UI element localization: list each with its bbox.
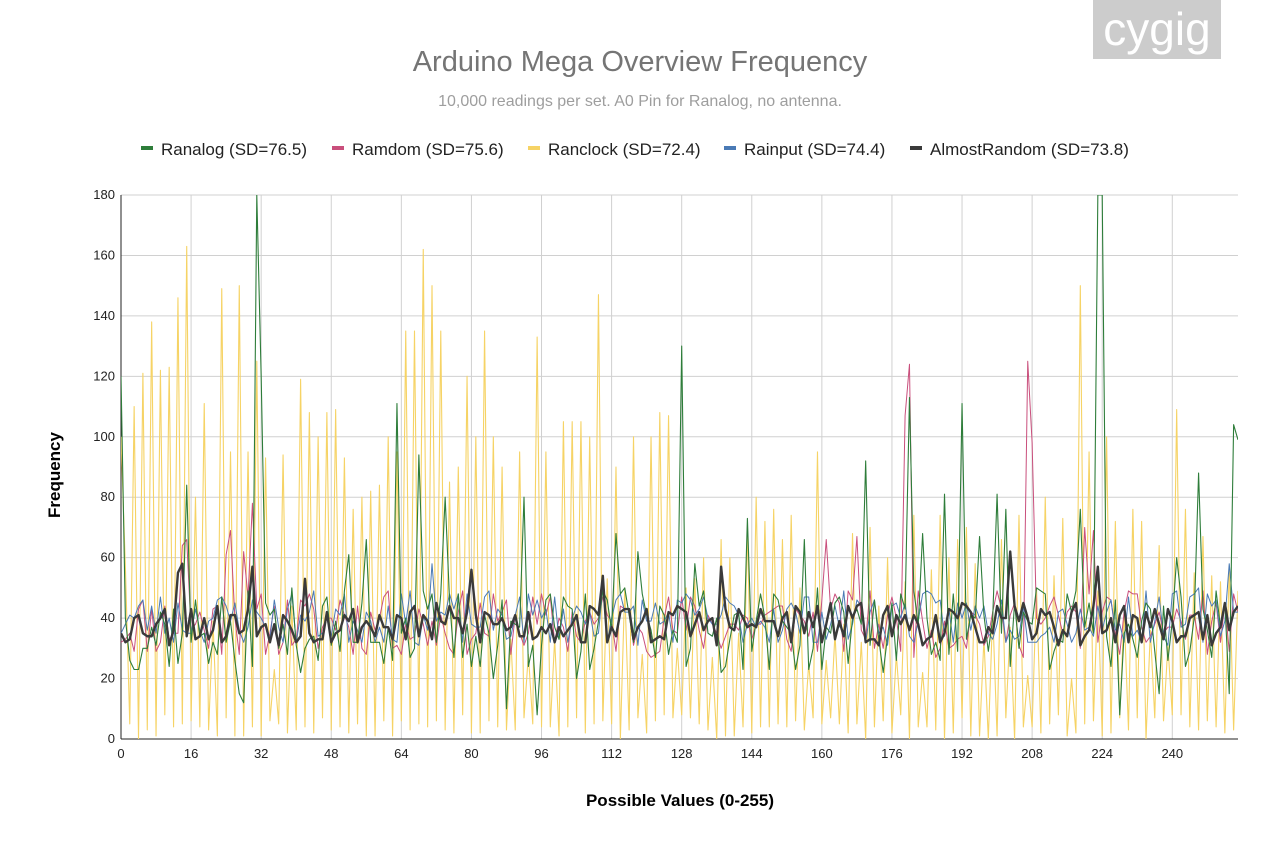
chart-subtitle: 10,000 readings per set. A0 Pin for Rana…: [438, 93, 842, 110]
x-tick-label: 128: [671, 746, 693, 761]
x-tick-label: 64: [394, 746, 408, 761]
x-tick-label: 112: [601, 746, 622, 761]
y-tick-label: 180: [93, 187, 115, 202]
y-tick-label: 100: [93, 429, 115, 444]
x-tick-label: 160: [811, 746, 833, 761]
x-tick-label: 96: [534, 746, 548, 761]
x-tick-label: 16: [184, 746, 198, 761]
x-tick-label: 240: [1161, 746, 1183, 761]
series-line: [121, 245, 1238, 739]
legend-swatch: [141, 146, 153, 150]
y-tick-label: 60: [101, 550, 115, 565]
y-tick-label: 140: [93, 308, 115, 323]
legend-swatch: [910, 146, 922, 150]
x-tick-label: 176: [881, 746, 903, 761]
x-tick-label: 144: [741, 746, 763, 761]
watermark-logo: [1093, 0, 1221, 59]
legend: Ranalog (SD=76.5) Ramdom (SD=75.6) Rancloc…: [141, 140, 1129, 159]
chart-title: Arduino Mega Overview Frequency: [413, 46, 868, 78]
legend-label: AlmostRandom (SD=73.8): [930, 140, 1129, 159]
legend-swatch: [332, 146, 344, 150]
x-tick-label: 224: [1091, 746, 1113, 761]
y-tick-label: 20: [101, 671, 115, 686]
x-tick-label: 32: [254, 746, 268, 761]
legend-swatch: [528, 146, 540, 150]
y-tick-label: 0: [108, 731, 115, 746]
x-tick-label: 80: [464, 746, 478, 761]
legend-swatch: [724, 146, 736, 150]
x-tick-label: 192: [951, 746, 973, 761]
x-axis-title: Possible Values (0-255): [586, 791, 774, 810]
legend-label: Ramdom (SD=75.6): [352, 140, 504, 159]
plot-area: [121, 195, 1238, 739]
y-tick-label: 40: [101, 610, 115, 625]
x-tick-label: 208: [1021, 746, 1043, 761]
y-tick-label: 80: [101, 489, 115, 504]
y-tick-label: 160: [93, 247, 115, 262]
watermark-text: cygig: [1103, 3, 1210, 55]
y-tick-label: 120: [93, 368, 115, 383]
y-axis-title: Frequency: [45, 431, 64, 518]
series-line: [121, 550, 1238, 647]
series-line: [121, 195, 1238, 716]
legend-label: Rainput (SD=74.4): [744, 140, 885, 159]
legend-label: Ranclock (SD=72.4): [548, 140, 701, 159]
x-tick-label: 48: [324, 746, 338, 761]
legend-label: Ranalog (SD=76.5): [161, 140, 307, 159]
tick-labels: 0 20 40 60 80 100 120 140 160 180 0 16 32 48 64 80 96 112…: [93, 187, 1183, 761]
x-tick-label: 0: [117, 746, 124, 761]
